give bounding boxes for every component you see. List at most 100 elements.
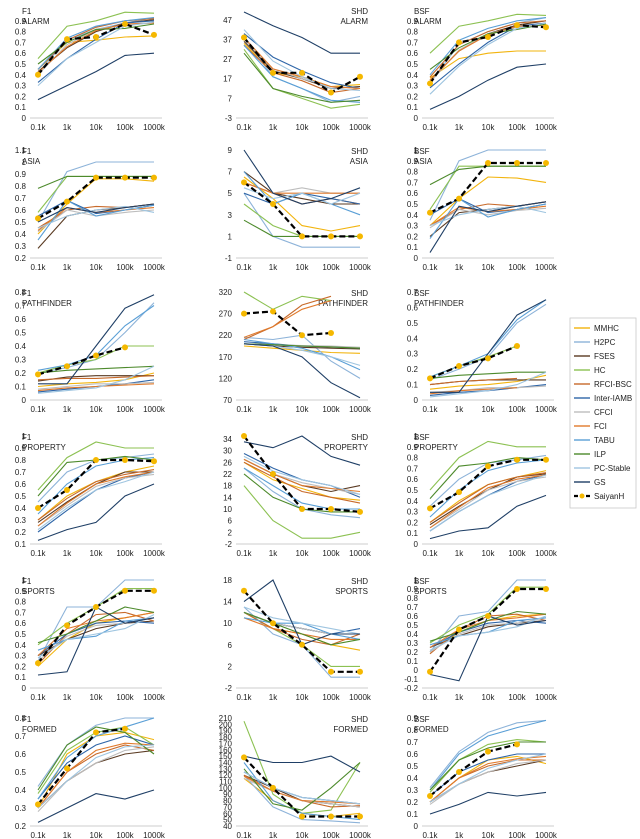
series-line-gs [429, 494, 547, 540]
x-tick-label: 1000k [535, 405, 558, 414]
y-tick-label: 120 [219, 771, 233, 780]
chart-panel-sports-f1: 0 0.1 0.20.3 0.4 0.5 0.6 0.70.8 0.9 1 0.1k 1k 10k 10… [15, 576, 166, 702]
series-marker-saiyanh [328, 668, 334, 675]
y-tick-label: 0.9 [15, 170, 27, 179]
series-line-inter-iamb [37, 379, 155, 393]
panel-network-label: PATHFINDER [318, 299, 368, 308]
y-tick-label: 0.1 [15, 383, 27, 392]
series-line-inter-iamb [429, 384, 547, 396]
series-line-rfci-bsc [37, 375, 155, 381]
panel-metric-label: F1 [22, 289, 32, 298]
x-tick-label: 100k [322, 405, 340, 414]
y-tick-label: 0.8 [15, 714, 27, 723]
panel-metric-label: SHD [351, 289, 368, 298]
x-tick-label: 1000k [535, 263, 558, 272]
y-tick-label: 180 [219, 733, 233, 742]
y-tick-label: 0.3 [407, 350, 419, 359]
series-line-gs [429, 791, 547, 815]
x-tick-label: 0.1k [236, 693, 252, 702]
x-tick-label: 1000k [349, 263, 372, 272]
legend-box [569, 317, 637, 509]
panel-metric-label: SHD [351, 577, 368, 586]
y-tick-label: 80 [223, 797, 232, 806]
series-line-saiyanh [243, 590, 360, 673]
x-tick-label: 100k [508, 831, 526, 839]
x-tick-label: 0.1k [236, 831, 252, 839]
panel-network-label: ALARM [340, 17, 368, 26]
legend-label-h2pc: H2PC [594, 338, 616, 347]
series-line-hc [429, 440, 546, 491]
y-tick-label: 0.7 [15, 302, 27, 311]
y-tick-label: 0.9 [407, 585, 419, 594]
y-tick-label: 0.1 [15, 540, 27, 549]
y-tick-label: 1 [228, 232, 233, 241]
y-tick-label: 130 [219, 765, 233, 774]
y-tick-label: 0.4 [407, 334, 419, 343]
x-tick-label: 1000k [143, 123, 166, 132]
chart-panel-formed-bsf: 0 0.1 0.2 0.3 0.4 0.5 0.6 0.7 0.8 0.9 0.1k 1k 10k 100… [407, 714, 558, 839]
y-tick-label: 0.4 [407, 71, 419, 80]
x-tick-label: 0.1k [30, 831, 46, 839]
legend-label-fses: FSES [594, 352, 615, 361]
series-line-tabu [429, 17, 547, 76]
x-tick-label: 0.1k [422, 831, 438, 839]
x-tick-label: 10k [296, 693, 310, 702]
series-line-gs [37, 52, 155, 101]
y-tick-label: 0.7 [15, 732, 27, 741]
series-line-ilp [37, 606, 155, 644]
series-line-pc-stable [243, 455, 361, 495]
x-tick-label: 100k [322, 831, 340, 839]
series-line-ilp [429, 457, 547, 499]
x-tick-label: 100k [116, 831, 134, 839]
x-tick-label: 10k [90, 549, 104, 558]
y-tick-label: 6 [228, 641, 233, 650]
legend-label-tabu: TABU [594, 436, 615, 445]
y-tick-label: 170 [219, 353, 233, 362]
series-marker-saiyanh [35, 801, 41, 808]
series-marker-saiyanh [427, 793, 433, 799]
series-marker-saiyanh [299, 332, 305, 339]
series-line-saiyanh [429, 161, 546, 214]
y-tick-label: 0 [22, 114, 27, 123]
series-line-rfci-bsc [37, 469, 155, 521]
series-line-hc [429, 13, 547, 54]
y-tick-label: 14 [223, 598, 232, 607]
series-line-fci [243, 775, 361, 805]
panel-network-label: PROPERTY [414, 443, 459, 452]
y-tick-label: 0.3 [407, 786, 419, 795]
series-line-cfci [37, 473, 155, 527]
x-tick-label: 10k [296, 831, 310, 839]
panel-metric-label: BSF [414, 289, 430, 298]
y-tick-label: 110 [219, 778, 232, 787]
series-marker-saiyanh [543, 24, 549, 31]
series-marker-saiyanh [64, 36, 70, 43]
series-marker-saiyanh [427, 375, 433, 382]
series-marker-saiyanh [485, 748, 491, 755]
x-tick-label: 10k [90, 405, 104, 414]
x-tick-label: 100k [322, 693, 340, 702]
legend-label-mmhc: MMHC [594, 324, 619, 333]
y-tick-label: 0.6 [15, 619, 27, 628]
series-line-ilp [429, 610, 547, 642]
series-line-fci [429, 387, 518, 395]
series-line-hc [37, 441, 154, 491]
y-tick-label: 47 [223, 16, 232, 25]
x-tick-label: 1k [455, 549, 464, 558]
y-tick-label: 0.3 [407, 639, 419, 648]
series-marker-saiyanh [328, 89, 334, 96]
x-tick-label: 1000k [143, 549, 166, 558]
y-tick-label: 0.8 [407, 594, 419, 603]
y-tick-label: 37 [223, 35, 232, 44]
series-line-pc-stable [37, 205, 155, 229]
y-tick-label: 0.7 [15, 38, 27, 47]
series-line-gs [429, 63, 547, 110]
x-tick-label: 1k [63, 831, 72, 839]
series-line-h2pc [429, 719, 547, 788]
x-tick-label: 0.1k [30, 263, 46, 272]
y-tick-label: 0.3 [407, 508, 419, 517]
x-tick-label: 0.1k [236, 263, 252, 272]
x-tick-label: 0.1k [30, 549, 46, 558]
panel-metric-label: SHD [351, 7, 368, 16]
series-marker-saiyanh [122, 344, 128, 351]
y-tick-label: 0.1 [407, 243, 419, 252]
